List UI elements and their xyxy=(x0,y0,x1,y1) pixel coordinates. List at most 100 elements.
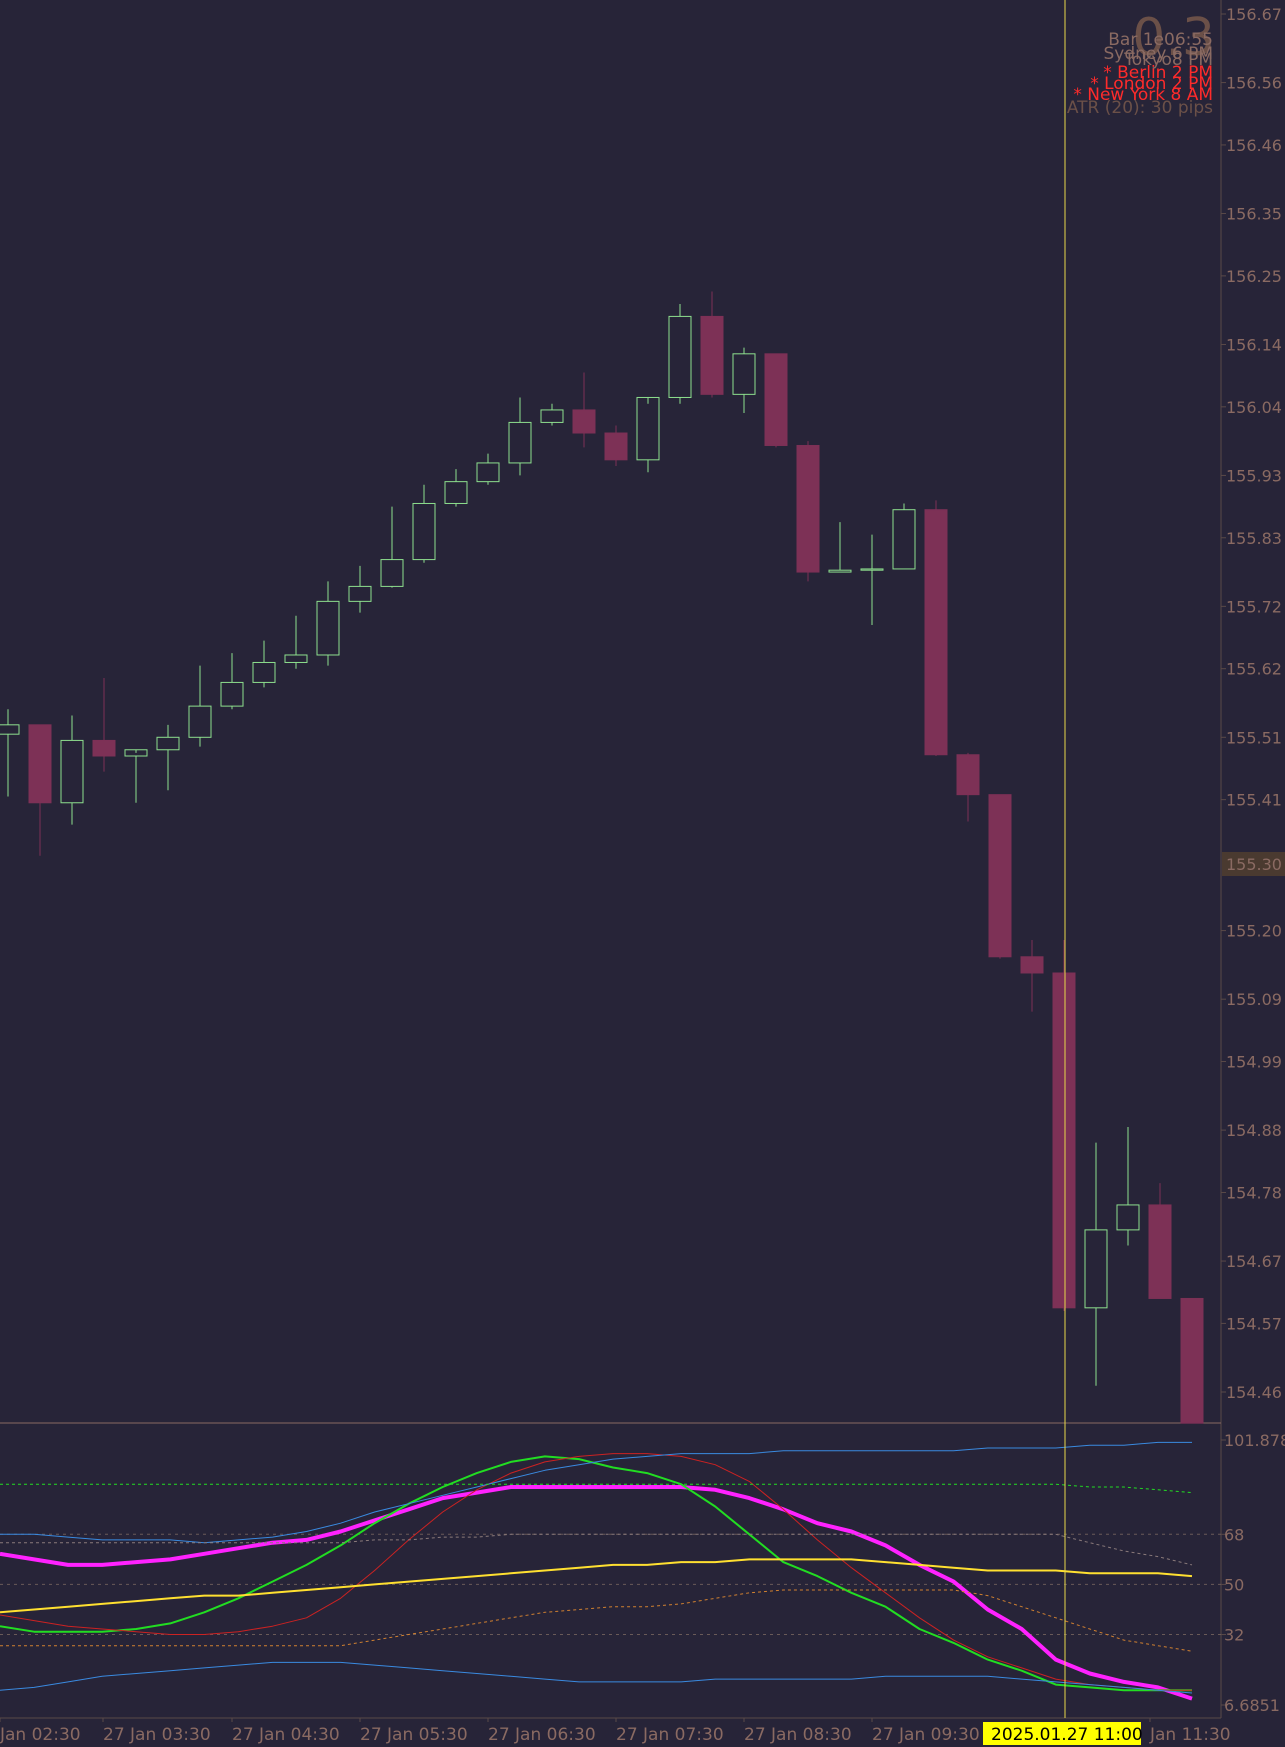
candle xyxy=(1116,1127,1140,1246)
price-axis: 156.67 156.56 156.46 156.35 156.25 156.14 156.… xyxy=(1221,5,1282,1402)
candle-body-bull xyxy=(252,661,276,683)
price-tick-label: 155.09 xyxy=(1226,990,1282,1009)
osc-tick-label: 68 xyxy=(1224,1525,1244,1544)
price-tick-label: 156.04 xyxy=(1226,398,1282,417)
candle xyxy=(668,303,692,404)
candle xyxy=(92,678,116,772)
candle-body-bull xyxy=(668,315,692,398)
candle-body-bear xyxy=(796,444,820,573)
time-tick-label: 27 Jan 03:30 xyxy=(103,1725,211,1745)
crosshair-time-marker xyxy=(983,1722,1141,1745)
candle-body-bull xyxy=(476,462,500,483)
candle-body-bear xyxy=(1052,972,1076,1309)
candle-body-bull xyxy=(508,421,532,464)
candle xyxy=(1148,1183,1172,1299)
time-tick-label: Jan 11:30 xyxy=(1149,1725,1231,1745)
price-tick-label: 154.78 xyxy=(1226,1183,1282,1202)
osc-tick-label: 32 xyxy=(1224,1626,1244,1645)
price-tick-label: 155.41 xyxy=(1226,791,1282,810)
candle xyxy=(1084,1142,1108,1386)
candle-body-bull xyxy=(0,724,20,735)
price-tick-label: 154.67 xyxy=(1226,1252,1282,1271)
candle xyxy=(636,396,660,473)
current-price-marker xyxy=(1222,852,1285,876)
candle xyxy=(156,724,180,791)
newyork-session: * New York 8 AM xyxy=(1073,85,1213,105)
candle xyxy=(540,403,564,426)
price-tick-label: 155.93 xyxy=(1226,466,1282,485)
oscillator-lines xyxy=(0,1441,1193,1701)
price-tick-label: 155.20 xyxy=(1226,922,1282,941)
sydney-session: Sydney 6 PM xyxy=(1104,44,1213,64)
candle-body-bull xyxy=(1084,1229,1108,1309)
candles-layer xyxy=(0,291,1204,1424)
candle-body-bull xyxy=(316,600,340,656)
candle-body-bull xyxy=(540,409,564,423)
candle-body-bear xyxy=(1180,1297,1204,1424)
candle-body-bear xyxy=(700,315,724,395)
time-tick-label: 27 Jan 05:30 xyxy=(360,1725,468,1745)
oscillator-series-line xyxy=(0,1453,1192,1691)
candle xyxy=(124,749,148,803)
candle xyxy=(764,353,788,448)
candle xyxy=(508,397,532,476)
candle xyxy=(0,709,20,797)
candle-body-bull xyxy=(188,705,212,738)
tokyo-session: Tokyo8 PM xyxy=(1123,50,1213,70)
candle-body-bull xyxy=(124,749,148,757)
info-panel: 0.3 Bar 1e06:55 Sydney 6 PM Tokyo8 PM * … xyxy=(1067,8,1215,118)
oscillator-series-line xyxy=(0,1483,1193,1494)
candle xyxy=(604,425,628,467)
candle-body-bear xyxy=(28,724,52,804)
time-tick-label: 27 Jan 09:30 xyxy=(872,1725,980,1745)
oscillator-series-line xyxy=(0,1589,1193,1652)
crosshair-time-label: 2025.01.27 11:00 xyxy=(991,1725,1143,1745)
price-tick-label: 156.35 xyxy=(1226,205,1282,224)
price-tick-label: 156.14 xyxy=(1226,335,1282,354)
candle-body-bull xyxy=(1116,1204,1140,1231)
atr-value: ATR (20): 30 pips xyxy=(1067,98,1213,118)
candle xyxy=(892,503,916,570)
oscillator-series-line xyxy=(0,1485,1193,1701)
price-tick-label: 154.99 xyxy=(1226,1053,1282,1072)
candle xyxy=(252,640,276,688)
candle xyxy=(924,500,948,756)
candle-body-bull xyxy=(636,396,660,461)
candle-body-bull xyxy=(860,568,884,571)
current-price-label: 155.30 xyxy=(1226,855,1282,874)
candle-body-bull xyxy=(60,739,84,804)
candle xyxy=(380,506,404,588)
candle xyxy=(1180,1297,1204,1424)
candle xyxy=(444,469,468,507)
oscillator-levels: 101.878 68 50 32 6.6851 xyxy=(0,1431,1285,1715)
candle-body-bear xyxy=(956,754,980,796)
candle-body-bull xyxy=(892,509,916,570)
candle xyxy=(700,291,724,398)
time-tick-label: Jan 02:30 xyxy=(0,1725,81,1745)
time-axis: Jan 02:30 27 Jan 03:30 27 Jan 04:30 27 Jan … xyxy=(0,1718,1231,1745)
candle xyxy=(316,581,340,666)
price-tick-label: 154.46 xyxy=(1226,1383,1282,1402)
price-tick-label: 156.46 xyxy=(1226,136,1282,155)
candle xyxy=(412,484,436,563)
candle xyxy=(28,724,52,856)
candle-body-bull xyxy=(828,569,852,573)
candle xyxy=(988,794,1012,959)
spread-value: 0.3 xyxy=(1132,8,1215,68)
oscillator-series-line xyxy=(0,1533,1193,1566)
oscillator-series-line xyxy=(0,1661,1193,1694)
time-tick-label: 27 Jan 06:30 xyxy=(488,1725,596,1745)
price-tick-label: 156.67 xyxy=(1226,5,1282,24)
candle xyxy=(220,653,244,710)
price-tick-label: 155.83 xyxy=(1226,529,1282,548)
london-session: * London 2 PM xyxy=(1090,74,1213,94)
candle xyxy=(60,715,84,825)
candle-body-bear xyxy=(1148,1204,1172,1299)
candle xyxy=(860,534,884,626)
candle-body-bull xyxy=(284,654,308,663)
osc-tick-label: 6.6851 xyxy=(1224,1696,1280,1715)
price-tick-label: 155.62 xyxy=(1226,660,1282,679)
price-tick-label: 155.72 xyxy=(1226,597,1282,616)
